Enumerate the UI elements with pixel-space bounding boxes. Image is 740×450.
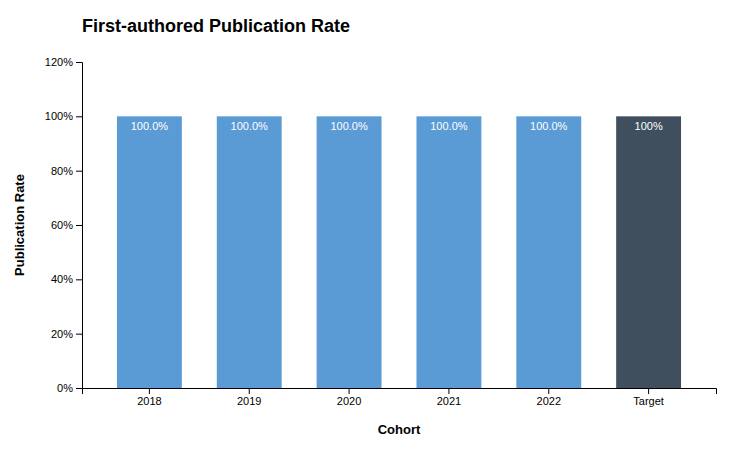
bars: [117, 116, 681, 388]
tick: 2022: [537, 388, 561, 407]
tick-mark: [76, 225, 82, 226]
tick: 20%: [51, 328, 82, 340]
tick-label: 2022: [537, 395, 561, 407]
data-label: 100.0%: [530, 120, 568, 132]
chart: First-authored Publication Rate 0% 20% 40% 6…: [0, 0, 740, 450]
tick-mark: [548, 388, 549, 394]
bar: [117, 116, 182, 388]
tick-mark: [76, 388, 82, 389]
data-label: 100.0%: [231, 120, 269, 132]
tick: 2018: [137, 388, 161, 407]
tick-label: 2019: [237, 395, 261, 407]
tick-mark: [249, 388, 250, 394]
bar: [516, 116, 581, 388]
bar: [416, 116, 481, 388]
data-label: 100.0%: [330, 120, 368, 132]
tick-label: Target: [633, 395, 664, 407]
plot: 0%20%40%60%80%100%120%201820192020202120…: [12, 56, 717, 437]
tick-label: 120%: [45, 56, 73, 68]
tick-mark: [76, 279, 82, 280]
tick: 120%: [45, 56, 82, 68]
tick-label: 2020: [337, 395, 361, 407]
tick: 2020: [337, 388, 361, 407]
tick-mark: [76, 116, 82, 117]
tick-label: 20%: [51, 328, 73, 340]
axis-line: [76, 63, 83, 389]
data-label: 100.0%: [430, 120, 468, 132]
tick-mark: [76, 334, 82, 335]
tick: 0%: [57, 382, 82, 394]
tick-mark: [149, 388, 150, 394]
tick-mark: [648, 388, 649, 394]
data-label: 100%: [635, 120, 663, 132]
y-axis: 0% 20% 40% 60% 80% 100% 120%: [45, 56, 83, 394]
tick-label: 40%: [51, 273, 73, 285]
tick-mark: [76, 171, 82, 172]
tick: 60%: [51, 219, 82, 231]
tick-label: 80%: [51, 165, 73, 177]
tick-label: 0%: [57, 382, 73, 394]
data-label: 100.0%: [131, 120, 169, 132]
data-labels: 100.0% 100.0% 100.0% 100.0% 100.0% 100%: [131, 120, 663, 132]
tick-mark: [448, 388, 449, 394]
tick-label: 2021: [437, 395, 461, 407]
tick: 40%: [51, 273, 82, 285]
tick: 2019: [237, 388, 261, 407]
tick: 2021: [437, 388, 461, 407]
bar: [217, 116, 282, 388]
tick-mark: [349, 388, 350, 394]
axis-line: [83, 389, 717, 395]
tick: Target: [633, 388, 664, 407]
title: First-authored Publication Rate: [82, 16, 350, 36]
x-axis-title: Cohort: [378, 422, 421, 437]
tick-label: 2018: [137, 395, 161, 407]
y-axis-title: Publication Rate: [12, 174, 27, 276]
bar: [317, 116, 382, 388]
tick-label: 100%: [45, 110, 73, 122]
tick-mark: [76, 62, 82, 63]
x-axis: 2018 2019 2020 2021 2022 Target: [83, 388, 717, 407]
tick: 100%: [45, 110, 82, 122]
tick-label: 60%: [51, 219, 73, 231]
tick: 80%: [51, 165, 82, 177]
bar: [616, 116, 681, 388]
